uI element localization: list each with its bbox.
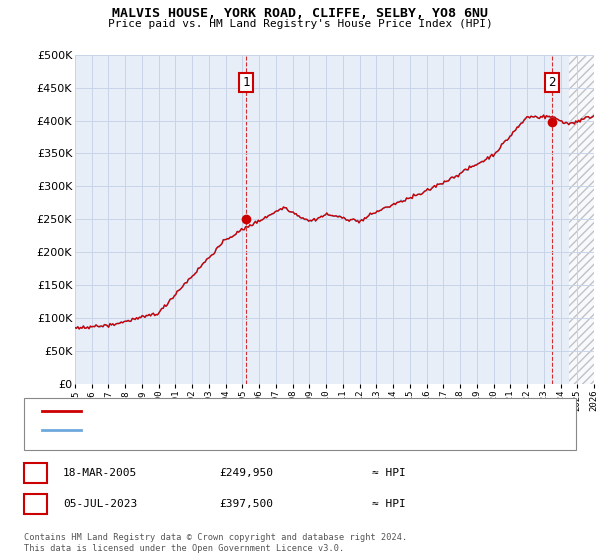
Bar — [569, 55, 594, 384]
Text: HPI: Average price, detached house, North Yorkshire: HPI: Average price, detached house, Nort… — [87, 426, 393, 435]
Bar — [569, 55, 594, 384]
Text: MALVIS HOUSE, YORK ROAD, CLIFFE, SELBY, YO8 6NU: MALVIS HOUSE, YORK ROAD, CLIFFE, SELBY, … — [112, 7, 488, 20]
Text: 2: 2 — [32, 497, 39, 511]
Text: 18-MAR-2005: 18-MAR-2005 — [63, 468, 137, 478]
Text: ≈ HPI: ≈ HPI — [372, 499, 406, 509]
Text: £397,500: £397,500 — [219, 499, 273, 509]
Text: £249,950: £249,950 — [219, 468, 273, 478]
Text: Price paid vs. HM Land Registry's House Price Index (HPI): Price paid vs. HM Land Registry's House … — [107, 19, 493, 29]
Text: 05-JUL-2023: 05-JUL-2023 — [63, 499, 137, 509]
Text: 1: 1 — [242, 76, 250, 90]
Text: 1: 1 — [32, 466, 39, 480]
Text: Contains HM Land Registry data © Crown copyright and database right 2024.
This d: Contains HM Land Registry data © Crown c… — [24, 533, 407, 553]
Text: 2: 2 — [548, 76, 556, 90]
Text: ≈ HPI: ≈ HPI — [372, 468, 406, 478]
Text: MALVIS HOUSE, YORK ROAD, CLIFFE, SELBY, YO8 6NU (detached house): MALVIS HOUSE, YORK ROAD, CLIFFE, SELBY, … — [87, 407, 471, 416]
